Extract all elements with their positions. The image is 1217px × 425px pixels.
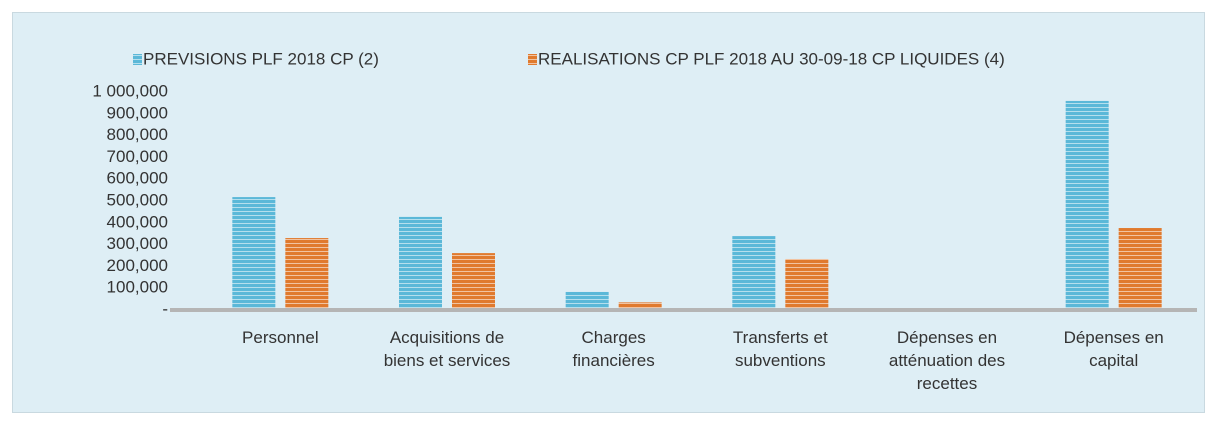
bar	[1065, 100, 1109, 310]
y-tick-label: -	[162, 299, 168, 318]
bar	[399, 216, 442, 310]
bar	[785, 258, 829, 310]
y-tick-label: 100,000	[107, 278, 168, 297]
x-tick-label: Charges financières	[572, 328, 655, 370]
y-tick-label: 1 000,000	[92, 81, 168, 100]
y-tick-label: 600,000	[107, 169, 168, 188]
legend-label: PREVISIONS PLF 2018 CP (2)	[143, 49, 379, 68]
y-tick-label: 900,000	[107, 103, 168, 122]
legend-label: REALISATIONS CP PLF 2018 AU 30-09-18 CP …	[538, 49, 1005, 68]
bar	[232, 197, 276, 310]
bar	[1118, 228, 1162, 310]
y-tick-label: 800,000	[107, 125, 168, 144]
bar	[732, 236, 776, 310]
legend-swatch	[528, 54, 537, 65]
bar	[285, 238, 329, 310]
x-tick-label: Acquisitions de biens et services	[383, 328, 511, 370]
x-tick-label: Transferts et subventions	[732, 328, 828, 370]
bar	[618, 302, 662, 310]
y-tick-label: 200,000	[107, 256, 168, 275]
bar	[452, 253, 495, 310]
bar	[565, 291, 609, 310]
legend-swatch	[133, 54, 142, 65]
y-tick-label: 700,000	[107, 147, 168, 166]
x-tick-label: Personnel	[242, 328, 319, 347]
x-tick-label: Dépenses en atténuation des recettes	[888, 328, 1006, 393]
x-tick-label: Dépenses en capital	[1063, 328, 1164, 370]
y-tick-label: 500,000	[107, 190, 168, 209]
y-tick-label: 400,000	[107, 212, 168, 231]
y-tick-label: 300,000	[107, 234, 168, 253]
chart-panel	[12, 12, 1205, 413]
